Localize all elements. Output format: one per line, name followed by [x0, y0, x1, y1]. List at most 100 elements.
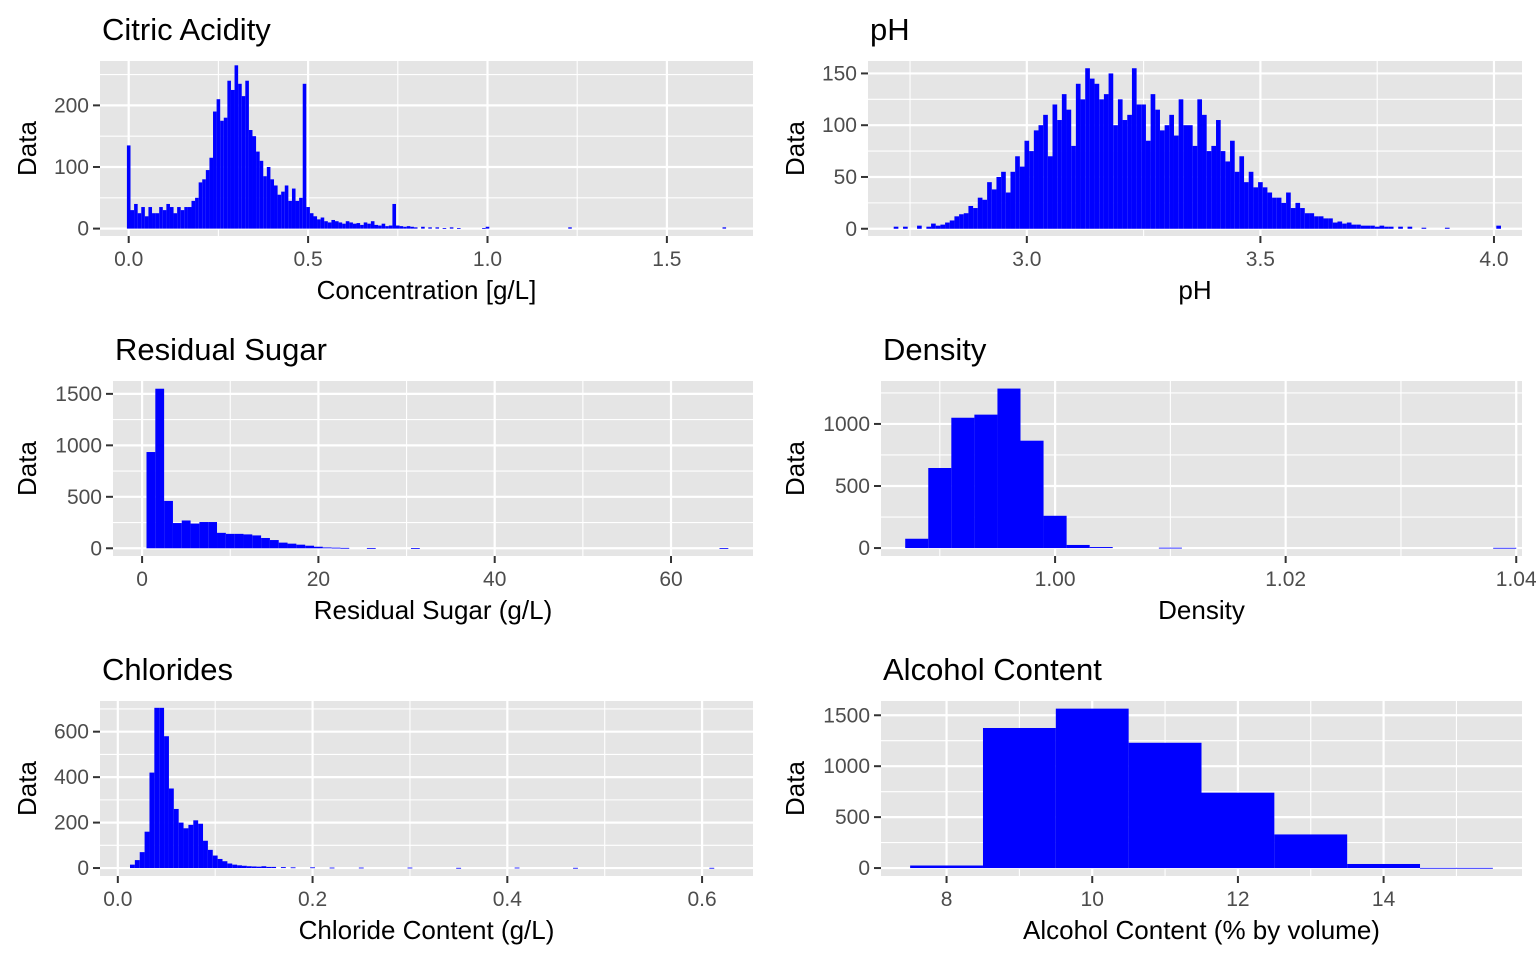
histogram-bar — [1192, 145, 1198, 229]
histogram-bar — [252, 136, 257, 229]
histogram-bar — [396, 225, 400, 229]
histogram-bar — [1420, 867, 1493, 869]
histogram-bar — [159, 707, 165, 869]
histogram-bar — [374, 224, 379, 229]
histogram-bar — [514, 867, 520, 869]
histogram-bar — [190, 523, 200, 549]
y-tick-label: 200 — [54, 94, 89, 117]
histogram-bar — [893, 226, 899, 229]
histogram-bar — [331, 547, 341, 549]
x-tick-label: 0.0 — [103, 888, 132, 911]
histogram-bar — [449, 227, 454, 229]
histogram-bar — [974, 414, 998, 549]
histogram-bar — [1066, 109, 1072, 229]
histogram-bar — [435, 227, 440, 229]
histogram-bar — [1164, 125, 1170, 229]
histogram-bar — [287, 543, 297, 549]
x-tick-label: 3.0 — [1012, 248, 1041, 271]
histogram-bar — [428, 227, 432, 229]
histogram-bar — [1150, 94, 1156, 229]
histogram-bar — [413, 227, 418, 229]
histogram-bar — [1304, 213, 1310, 229]
histogram-bar — [917, 225, 922, 229]
y-axis-title: Data — [780, 441, 810, 496]
histogram-bar — [1071, 145, 1076, 229]
y-tick-label: 50 — [834, 166, 857, 189]
histogram-bar — [722, 227, 727, 229]
histogram-bar — [1089, 547, 1113, 549]
histogram-bar — [1075, 83, 1081, 229]
histogram-bar — [1103, 94, 1109, 229]
histogram-bar — [1197, 99, 1203, 229]
histogram-bar — [320, 217, 325, 229]
y-tick-label: 400 — [54, 766, 89, 789]
histogram-bar — [363, 222, 368, 229]
x-tick-label: 1.00 — [1035, 568, 1076, 591]
histogram-bar — [928, 468, 952, 549]
histogram-bar — [195, 197, 199, 229]
histogram-bar — [1080, 99, 1086, 229]
histogram-bar — [309, 213, 314, 229]
histogram-bar — [951, 417, 975, 549]
histogram-bar — [317, 219, 321, 229]
histogram-bar — [162, 210, 167, 229]
histogram-bar — [568, 227, 572, 229]
histogram-bar — [340, 547, 350, 549]
histogram-bar — [166, 203, 170, 229]
histogram-bar — [1274, 834, 1348, 869]
histogram-bar — [968, 205, 974, 229]
histogram-bar — [410, 548, 420, 549]
x-tick-label: 0.4 — [493, 888, 523, 911]
histogram-bar — [134, 860, 140, 869]
x-tick-label: 12 — [1226, 888, 1249, 911]
histogram-bar — [1211, 145, 1217, 229]
histogram-bar — [251, 866, 257, 869]
histogram-bar — [202, 179, 206, 229]
histogram-bar — [237, 865, 242, 869]
histogram-bar — [234, 533, 244, 549]
histogram-bar — [164, 500, 173, 549]
histogram-bar — [1295, 202, 1301, 229]
histogram-bar — [1220, 151, 1226, 229]
histogram-bar — [997, 388, 1021, 549]
panel-title: Alcohol Content — [883, 652, 1102, 687]
histogram-bar — [327, 222, 332, 229]
histogram-bar — [270, 179, 275, 229]
histogram-bar — [1057, 120, 1062, 229]
histogram-bar — [1267, 192, 1273, 229]
histogram-bar — [223, 117, 228, 229]
histogram-bar — [954, 216, 960, 229]
histogram-bar — [213, 111, 217, 229]
histogram-bar — [1159, 130, 1165, 229]
histogram-bar — [183, 828, 189, 869]
histogram-bar — [385, 226, 389, 229]
y-tick-label: 1500 — [55, 383, 102, 406]
histogram-bar — [982, 199, 988, 229]
histogram-bar — [193, 820, 199, 869]
histogram-bar — [1384, 226, 1389, 229]
histogram-bar — [256, 151, 260, 229]
histogram-bar — [1122, 120, 1128, 229]
histogram-bar — [1206, 151, 1212, 229]
y-tick-label: 1000 — [823, 755, 870, 778]
histogram-bar — [1272, 197, 1277, 229]
histogram-bar — [1216, 120, 1221, 229]
histogram-bar — [381, 223, 386, 229]
x-axis-title: pH — [1178, 275, 1211, 305]
histogram-bar — [313, 546, 323, 549]
histogram-bar — [230, 89, 235, 229]
histogram-bar — [973, 208, 978, 229]
histogram-bar — [1099, 99, 1104, 229]
histogram-bar — [256, 866, 262, 869]
histogram-bar — [456, 867, 462, 869]
y-tick-label: 150 — [822, 62, 857, 85]
y-tick-label: 100 — [54, 156, 89, 179]
histogram-bar — [1094, 83, 1100, 229]
panel-title: Density — [883, 332, 987, 367]
x-tick-label: 0.0 — [114, 248, 143, 271]
histogram-bar — [1085, 68, 1090, 229]
panel-title: pH — [870, 12, 910, 47]
histogram-bar — [238, 83, 242, 229]
histogram-bar — [277, 194, 282, 229]
